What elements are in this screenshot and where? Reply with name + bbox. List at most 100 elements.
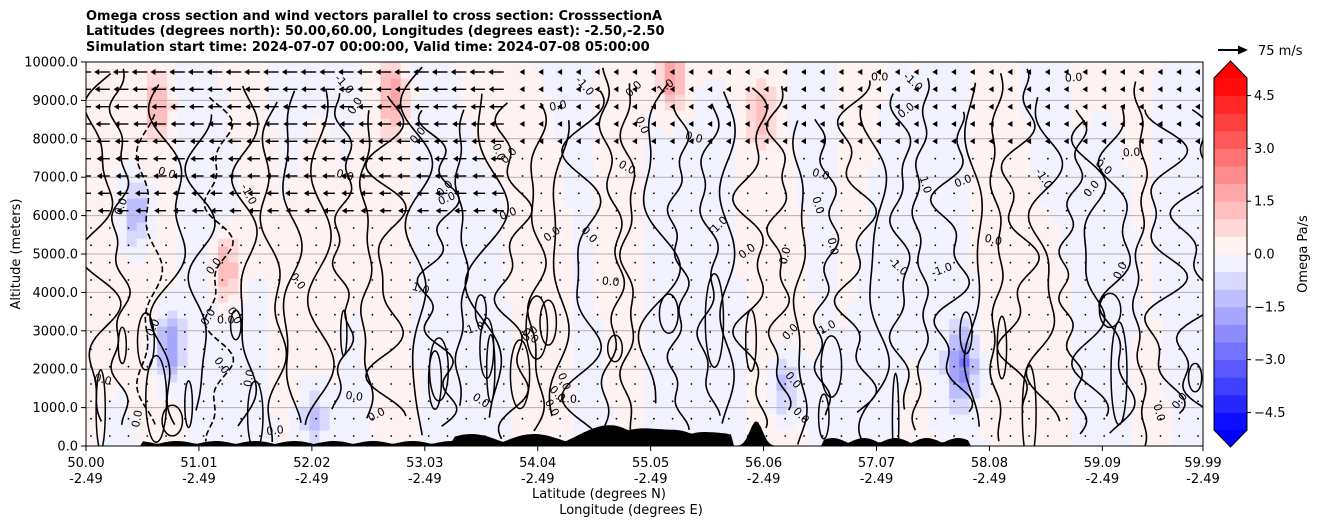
field-cell	[360, 246, 371, 255]
field-cell	[583, 126, 595, 135]
field-cell	[380, 406, 392, 415]
field-cell	[207, 62, 219, 71]
field-cell	[268, 158, 280, 167]
field-cell	[614, 366, 625, 375]
field-cell	[786, 254, 798, 263]
field-cell	[695, 414, 707, 423]
field-cell	[573, 430, 585, 439]
field-cell	[685, 214, 696, 223]
field-cell	[421, 382, 432, 391]
field-cell	[471, 422, 483, 431]
field-cell	[1020, 222, 1031, 231]
field-cell	[400, 158, 412, 167]
field-cell	[959, 382, 971, 391]
field-cell	[918, 94, 930, 103]
field-cell	[715, 78, 727, 87]
field-cell	[827, 246, 839, 255]
field-cell	[654, 214, 666, 223]
field-cell	[482, 318, 493, 327]
field-cell	[116, 374, 128, 383]
field-cell	[989, 366, 1001, 375]
field-cell	[989, 198, 1001, 207]
field-cell	[857, 86, 869, 95]
field-cell	[1010, 318, 1021, 327]
field-cell	[664, 110, 676, 119]
field-cell	[451, 222, 463, 231]
field-cell	[735, 118, 747, 127]
field-cell	[136, 254, 148, 263]
field-cell	[644, 78, 656, 87]
field-cell	[593, 374, 605, 383]
field-cell	[1010, 358, 1021, 367]
field-cell	[106, 254, 118, 263]
field-cell	[116, 278, 128, 287]
field-cell	[380, 310, 392, 319]
field-cell	[1020, 246, 1031, 255]
field-cell	[786, 302, 798, 311]
field-cell	[289, 94, 300, 103]
field-cell	[228, 342, 239, 351]
field-cell	[492, 334, 503, 343]
field-cell	[360, 406, 371, 415]
field-cell	[1111, 430, 1123, 439]
field-cell	[695, 254, 707, 263]
field-cell	[1101, 278, 1113, 287]
field-cell	[542, 206, 554, 215]
field-cell	[928, 190, 940, 199]
field-cell	[634, 94, 646, 103]
field-cell	[187, 174, 199, 183]
field-cell	[969, 190, 981, 199]
field-cell	[106, 70, 118, 79]
field-cell	[289, 270, 300, 279]
field-cell	[228, 158, 239, 167]
field-cell	[959, 390, 971, 399]
field-cell	[959, 174, 971, 183]
field-cell	[461, 342, 473, 351]
field-cell	[116, 182, 128, 191]
field-cell	[928, 158, 940, 167]
field-cell	[624, 286, 635, 295]
field-cell	[126, 158, 138, 167]
field-cell	[86, 62, 97, 71]
field-cell	[614, 214, 625, 223]
field-cell	[634, 414, 646, 423]
field-cell	[857, 198, 869, 207]
field-cell	[674, 350, 686, 359]
field-cell	[766, 150, 778, 159]
field-cell	[735, 390, 747, 399]
field-cell	[268, 190, 280, 199]
field-cell	[583, 398, 595, 407]
field-cell	[664, 310, 676, 319]
field-cell	[1020, 166, 1031, 175]
field-cell	[756, 78, 767, 87]
field-cell	[1111, 342, 1123, 351]
field-cell	[126, 94, 138, 103]
field-cell	[502, 318, 514, 327]
field-cell	[827, 142, 839, 151]
field-cell	[908, 350, 920, 359]
field-cell	[583, 166, 595, 175]
field-cell	[1091, 174, 1103, 183]
field-cell	[400, 366, 412, 375]
field-cell	[289, 358, 300, 367]
field-cell	[583, 254, 595, 263]
field-cell	[583, 334, 595, 343]
field-cell	[370, 166, 382, 175]
field-cell	[1081, 406, 1092, 415]
field-cell	[563, 62, 575, 71]
field-cell	[86, 390, 97, 399]
field-cell	[187, 262, 199, 271]
field-cell	[806, 334, 818, 343]
field-cell	[553, 310, 564, 319]
field-cell	[786, 94, 798, 103]
field-cell	[969, 246, 981, 255]
field-cell	[360, 430, 371, 439]
field-cell	[857, 174, 869, 183]
field-cell	[512, 278, 524, 287]
field-cell	[817, 222, 828, 231]
field-cell	[126, 278, 138, 287]
field-cell	[735, 382, 747, 391]
field-cell	[1121, 270, 1133, 279]
field-cell	[167, 358, 178, 367]
field-cell	[553, 94, 564, 103]
